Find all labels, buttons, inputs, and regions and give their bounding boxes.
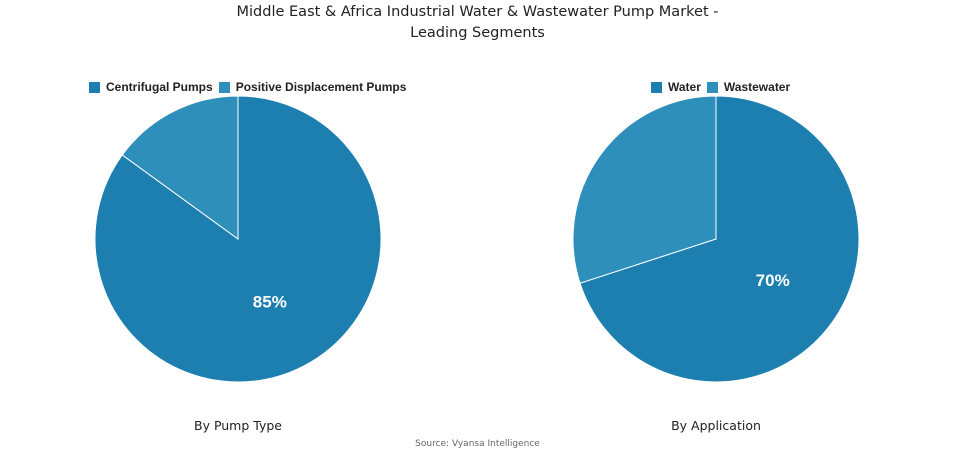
pie-slice-centrifugal-pumps [94, 95, 382, 383]
legend-swatch [651, 81, 662, 93]
legend-application: Water Wastewater [651, 80, 796, 94]
legend-swatch [706, 81, 718, 93]
pie-slice-wastewater [572, 95, 717, 284]
legend-label: Water [668, 80, 701, 94]
legend-item: Water [651, 80, 701, 94]
subtitle-pump-type: By Pump Type [194, 418, 282, 433]
title-line-1: Middle East & Africa Industrial Water & … [236, 4, 719, 20]
legend-label: Centrifugal Pumps [106, 80, 213, 94]
legend-swatch [89, 81, 100, 93]
legend-item: Positive Displacement Pumps [218, 80, 407, 94]
pie-slice-positive-displacement-pumps [121, 95, 239, 240]
pie-slice-water [579, 95, 860, 383]
chart-title: Middle East & Africa Industrial Water & … [0, 2, 955, 44]
legend-label: Wastewater [723, 80, 791, 94]
legend-item: Centrifugal Pumps [89, 80, 213, 94]
data-label: 85% [253, 292, 287, 311]
legend-item: Wastewater [706, 80, 791, 94]
title-line-2: Leading Segments [410, 25, 545, 41]
legend-label: Positive Displacement Pumps [235, 80, 407, 94]
legend-pump-type: Centrifugal Pumps Positive Displacement … [89, 80, 412, 94]
subtitle-application: By Application [671, 418, 761, 433]
data-label: 70% [756, 271, 790, 290]
source-note: Source: Vyansa Intelligence [415, 439, 540, 449]
legend-swatch [218, 81, 230, 93]
